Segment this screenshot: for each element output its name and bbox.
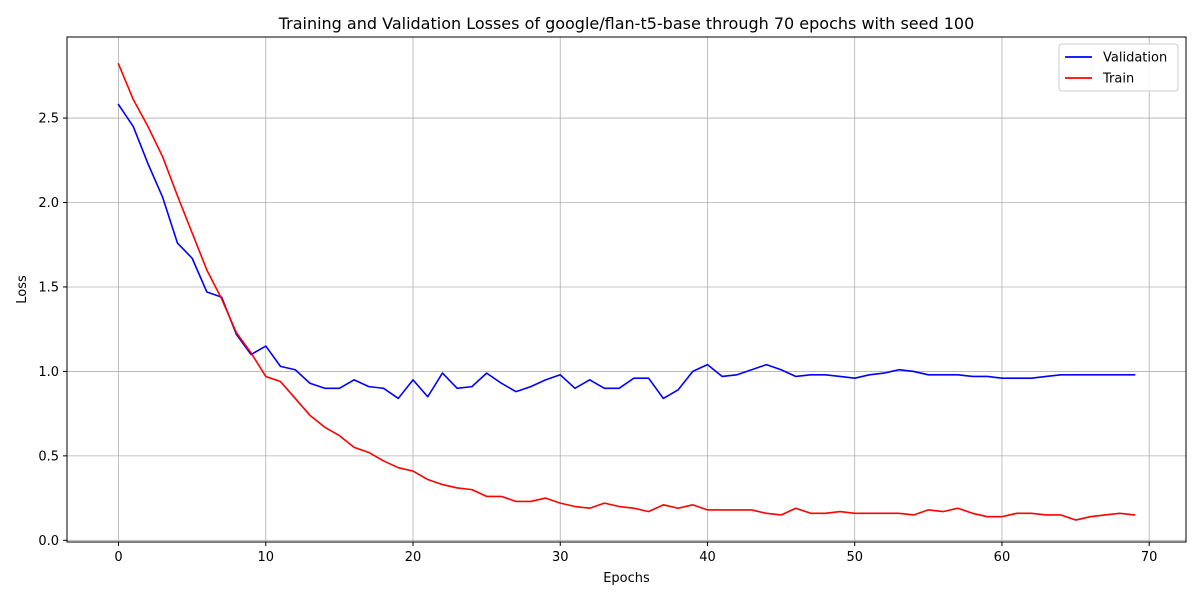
x-tick-label: 10	[257, 550, 274, 565]
y-tick-label: 0.5	[38, 449, 59, 464]
series-line-validation	[117, 103, 1136, 400]
x-tick-label: 20	[405, 550, 422, 565]
x-tick-label: 30	[552, 550, 569, 565]
x-tick-label: 60	[994, 550, 1011, 565]
legend-label-train: Train	[1102, 72, 1134, 87]
grid-layer	[67, 37, 1186, 542]
y-tick-label: 2.5	[38, 112, 59, 127]
series-line-train	[117, 62, 1136, 521]
legend: Validation Train	[1058, 43, 1179, 92]
chart-title: Training and Validation Losses of google…	[278, 14, 975, 33]
legend-box	[1058, 43, 1179, 92]
y-tick-label: 2.0	[38, 196, 59, 211]
legend-label-validation: Validation	[1103, 51, 1167, 66]
y-axis-label: Loss	[15, 275, 30, 304]
y-tick-label: 1.5	[38, 280, 59, 295]
x-tick-label: 0	[114, 550, 122, 565]
y-tick-label: 0.0	[38, 534, 59, 549]
x-tick-label: 40	[699, 550, 716, 565]
x-axis-label: Epochs	[603, 571, 650, 586]
x-tick-label: 70	[1141, 550, 1158, 565]
tick-layer: 0 10 20 30 40 50 60 70 0.0 0.5 1.0 1.5 2.0 2.5	[38, 112, 1157, 565]
series-layer	[117, 62, 1136, 521]
plot-frame	[66, 36, 1187, 543]
x-tick-label: 50	[846, 550, 863, 565]
y-tick-label: 1.0	[38, 365, 59, 380]
